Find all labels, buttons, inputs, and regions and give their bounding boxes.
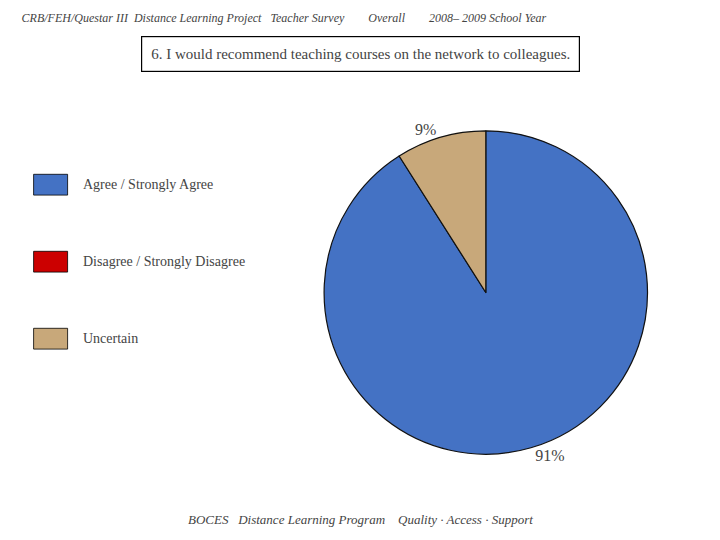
svg-text:91%: 91% xyxy=(535,447,564,464)
svg-text:CRB/FEH/Questar III Distance: CRB/FEH/Questar III Distance Learning Pr… xyxy=(22,11,547,25)
svg-text:Disagree / Strongly Disagree: Disagree / Strongly Disagree xyxy=(83,254,245,269)
svg-text:BOCES Distance Learning Prog: BOCES Distance Learning Program Quality … xyxy=(188,512,533,527)
svg-text:Uncertain: Uncertain xyxy=(83,331,138,346)
svg-text:Agree / Strongly Agree: Agree / Strongly Agree xyxy=(83,177,213,192)
svg-text:9%: 9% xyxy=(415,121,436,138)
svg-text:6. I would recommend teaching: 6. I would recommend teaching courses on… xyxy=(151,46,570,62)
